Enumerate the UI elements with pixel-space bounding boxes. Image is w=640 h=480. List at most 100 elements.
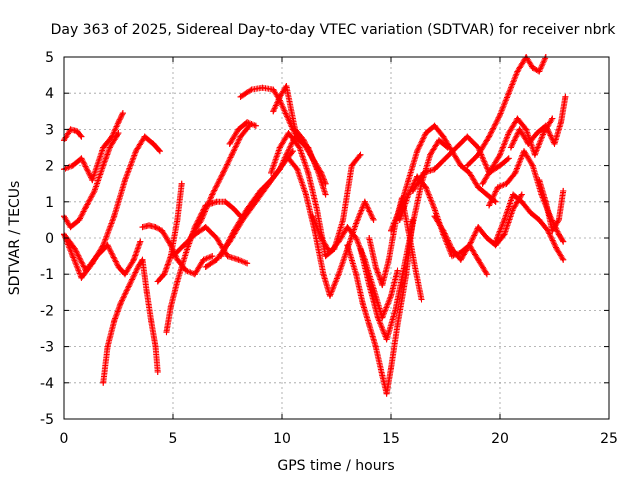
data-point — [115, 130, 122, 137]
data-point — [401, 263, 408, 270]
data-point — [466, 242, 473, 249]
data-point — [529, 162, 536, 169]
data-point — [74, 128, 81, 135]
data-point — [494, 184, 501, 191]
data-point — [475, 184, 482, 191]
data-point — [191, 271, 198, 278]
data-point — [497, 111, 503, 118]
data-point — [488, 166, 495, 173]
data-point — [248, 86, 255, 93]
data-point — [518, 191, 525, 198]
data-point — [322, 191, 329, 198]
data-point — [257, 187, 264, 194]
data-point — [431, 166, 438, 173]
data-point — [150, 140, 157, 147]
data-point — [440, 227, 447, 234]
series-track-31 — [507, 93, 569, 151]
data-point — [268, 169, 275, 176]
data-point — [326, 292, 333, 299]
series-track-9 — [163, 198, 244, 336]
data-point — [394, 267, 401, 274]
data-point — [237, 93, 244, 100]
data-point — [348, 162, 355, 169]
data-point — [431, 213, 438, 220]
data-point — [344, 224, 351, 231]
y-tick-label: 3 — [45, 122, 54, 138]
series-track-30 — [492, 191, 567, 263]
data-point — [200, 256, 207, 263]
data-point — [163, 329, 170, 336]
y-tick-label: -3 — [40, 340, 54, 356]
y-tick-label: 2 — [45, 159, 54, 175]
data-point — [411, 263, 418, 270]
data-point — [126, 282, 133, 289]
data-point — [379, 372, 386, 379]
data-point — [231, 227, 238, 234]
data-point — [283, 82, 290, 89]
data-point — [514, 68, 521, 75]
data-point — [534, 130, 541, 137]
data-point — [464, 162, 471, 169]
data-point — [244, 206, 251, 213]
data-point — [366, 321, 373, 328]
series-track-25 — [409, 133, 512, 194]
data-point — [139, 224, 146, 231]
data-point — [555, 216, 562, 223]
data-point — [100, 379, 107, 386]
data-point — [560, 256, 567, 263]
data-point — [501, 216, 508, 223]
data-point — [435, 137, 442, 144]
data-point — [276, 144, 283, 151]
data-point — [514, 115, 521, 122]
data-point — [93, 253, 100, 260]
data-point — [505, 155, 512, 162]
data-point — [82, 204, 89, 211]
data-point — [202, 263, 209, 270]
data-point — [555, 231, 562, 238]
ticks-layer: 0 5 10 15 20 25 -5 -4 -3 -2 -1 0 1 2 3 4 5 — [40, 50, 618, 447]
data-point — [383, 336, 390, 343]
data-point — [285, 130, 292, 137]
data-point — [270, 108, 277, 115]
data-point — [104, 242, 111, 249]
data-point — [449, 245, 456, 252]
data-point — [353, 235, 360, 241]
data-point — [442, 155, 449, 162]
data-point — [414, 148, 421, 155]
series-track-21 — [357, 137, 451, 343]
data-point — [276, 93, 283, 100]
data-point — [283, 151, 290, 158]
data-point — [359, 300, 366, 307]
data-point — [497, 151, 503, 158]
data-point — [549, 227, 556, 234]
data-point — [309, 213, 316, 220]
data-point — [174, 278, 181, 285]
data-point — [222, 198, 229, 205]
data-point — [180, 242, 187, 249]
series-track-5 — [61, 231, 144, 278]
data-point — [383, 390, 390, 397]
data-point — [322, 253, 329, 260]
data-marks-layer — [61, 54, 569, 397]
series-track-26 — [431, 191, 525, 263]
data-point — [322, 180, 329, 187]
data-point — [69, 162, 76, 169]
data-point — [483, 235, 490, 241]
data-point — [152, 343, 159, 350]
data-point — [235, 126, 242, 133]
data-point — [122, 177, 129, 184]
data-point — [457, 256, 464, 263]
y-tick-label: 0 — [45, 231, 54, 247]
y-tick-label: -1 — [40, 267, 54, 283]
data-point — [551, 140, 558, 147]
data-point — [244, 260, 251, 267]
x-tick-label: 25 — [600, 431, 618, 447]
data-point — [285, 155, 292, 162]
data-point — [111, 318, 118, 325]
data-point — [457, 249, 464, 256]
data-point — [536, 68, 543, 75]
data-point — [119, 110, 126, 117]
data-point — [357, 151, 364, 158]
data-point — [492, 198, 499, 205]
